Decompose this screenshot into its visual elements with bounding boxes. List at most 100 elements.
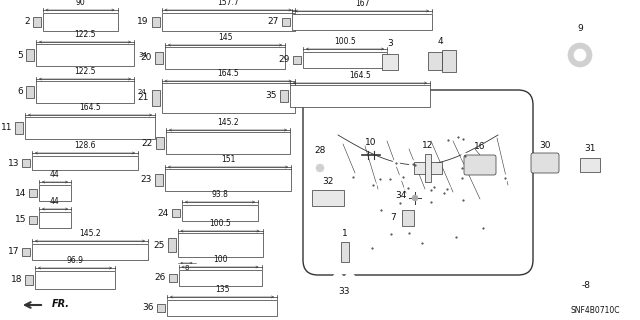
Bar — [32, 156, 138, 170]
Circle shape — [444, 185, 451, 192]
Bar — [425, 154, 431, 182]
Text: 33: 33 — [339, 287, 349, 296]
Circle shape — [568, 43, 592, 67]
Circle shape — [444, 137, 451, 144]
Circle shape — [349, 173, 356, 180]
Bar — [580, 158, 600, 172]
Circle shape — [377, 175, 384, 182]
FancyBboxPatch shape — [303, 90, 533, 275]
Bar — [382, 54, 398, 70]
Text: 10: 10 — [365, 138, 377, 147]
Bar — [155, 174, 163, 186]
Circle shape — [412, 195, 418, 201]
Text: 90: 90 — [75, 0, 85, 7]
Text: 4: 4 — [437, 37, 443, 46]
Circle shape — [387, 176, 394, 183]
Text: 122.5: 122.5 — [74, 67, 96, 76]
Circle shape — [461, 153, 468, 160]
Text: 3: 3 — [387, 39, 393, 48]
Bar — [161, 13, 294, 31]
Text: FR.: FR. — [52, 299, 70, 309]
Text: 16: 16 — [474, 142, 486, 151]
Text: 21: 21 — [137, 93, 148, 102]
Bar — [166, 132, 290, 154]
Bar — [39, 212, 71, 228]
Text: 28: 28 — [314, 146, 326, 155]
Circle shape — [370, 182, 376, 189]
Circle shape — [459, 197, 466, 204]
Bar — [26, 49, 34, 61]
Bar — [168, 238, 175, 252]
Bar — [15, 122, 23, 134]
Text: 164.5: 164.5 — [349, 71, 371, 80]
Circle shape — [542, 271, 566, 295]
Bar — [177, 233, 262, 257]
Bar — [152, 17, 159, 27]
Text: 100: 100 — [212, 255, 227, 264]
Text: 100.5: 100.5 — [334, 37, 356, 46]
Text: 145.2: 145.2 — [79, 229, 101, 238]
Circle shape — [562, 37, 598, 73]
Circle shape — [428, 198, 435, 205]
Bar — [303, 52, 387, 68]
Text: 14: 14 — [15, 188, 26, 197]
Text: 13: 13 — [8, 158, 19, 167]
Bar — [42, 13, 118, 31]
Text: 135: 135 — [215, 285, 229, 294]
Text: 8: 8 — [184, 265, 189, 271]
Circle shape — [377, 207, 384, 214]
Circle shape — [333, 273, 343, 283]
Bar — [157, 304, 165, 312]
Text: 22: 22 — [141, 139, 153, 148]
Text: 26: 26 — [154, 274, 166, 283]
Circle shape — [369, 245, 376, 252]
Circle shape — [419, 240, 426, 246]
Text: 27: 27 — [268, 18, 279, 27]
Circle shape — [431, 183, 438, 190]
Bar — [22, 159, 30, 167]
Text: 9: 9 — [577, 24, 583, 33]
Text: 17: 17 — [8, 247, 19, 257]
Circle shape — [428, 187, 434, 193]
Circle shape — [460, 136, 467, 143]
Bar — [282, 18, 290, 27]
Bar — [182, 205, 258, 221]
Bar — [402, 210, 414, 226]
Circle shape — [399, 174, 406, 180]
Text: 24: 24 — [138, 89, 147, 95]
Text: 23: 23 — [141, 175, 152, 185]
Text: 24: 24 — [157, 209, 169, 218]
Bar — [179, 270, 262, 286]
Text: SNF4B0710C: SNF4B0710C — [570, 306, 620, 315]
Bar — [341, 242, 349, 262]
Bar — [32, 244, 148, 260]
Bar — [36, 44, 134, 66]
Bar — [280, 90, 288, 102]
Circle shape — [440, 190, 447, 196]
Text: -8: -8 — [582, 281, 591, 290]
Circle shape — [574, 49, 586, 61]
Text: 11: 11 — [1, 124, 12, 132]
Text: 1: 1 — [342, 229, 348, 238]
Circle shape — [532, 261, 576, 305]
Text: 44: 44 — [50, 197, 60, 206]
Text: 93.8: 93.8 — [212, 190, 228, 199]
Text: 100.5: 100.5 — [209, 219, 231, 228]
Text: 31: 31 — [584, 144, 596, 153]
Text: 18: 18 — [10, 276, 22, 284]
Text: 19: 19 — [137, 18, 148, 27]
Bar — [292, 14, 432, 30]
Text: 151: 151 — [221, 155, 235, 164]
Text: 12: 12 — [422, 141, 434, 150]
Circle shape — [316, 164, 324, 172]
Circle shape — [345, 273, 355, 283]
Text: 15: 15 — [15, 215, 26, 225]
Bar — [156, 137, 164, 149]
Text: 20: 20 — [141, 53, 152, 62]
Text: 2: 2 — [24, 18, 29, 27]
Text: 6: 6 — [17, 87, 23, 97]
Bar — [168, 274, 177, 283]
Text: 145.2: 145.2 — [217, 118, 239, 127]
Text: 34: 34 — [396, 190, 407, 199]
Bar — [155, 52, 163, 64]
